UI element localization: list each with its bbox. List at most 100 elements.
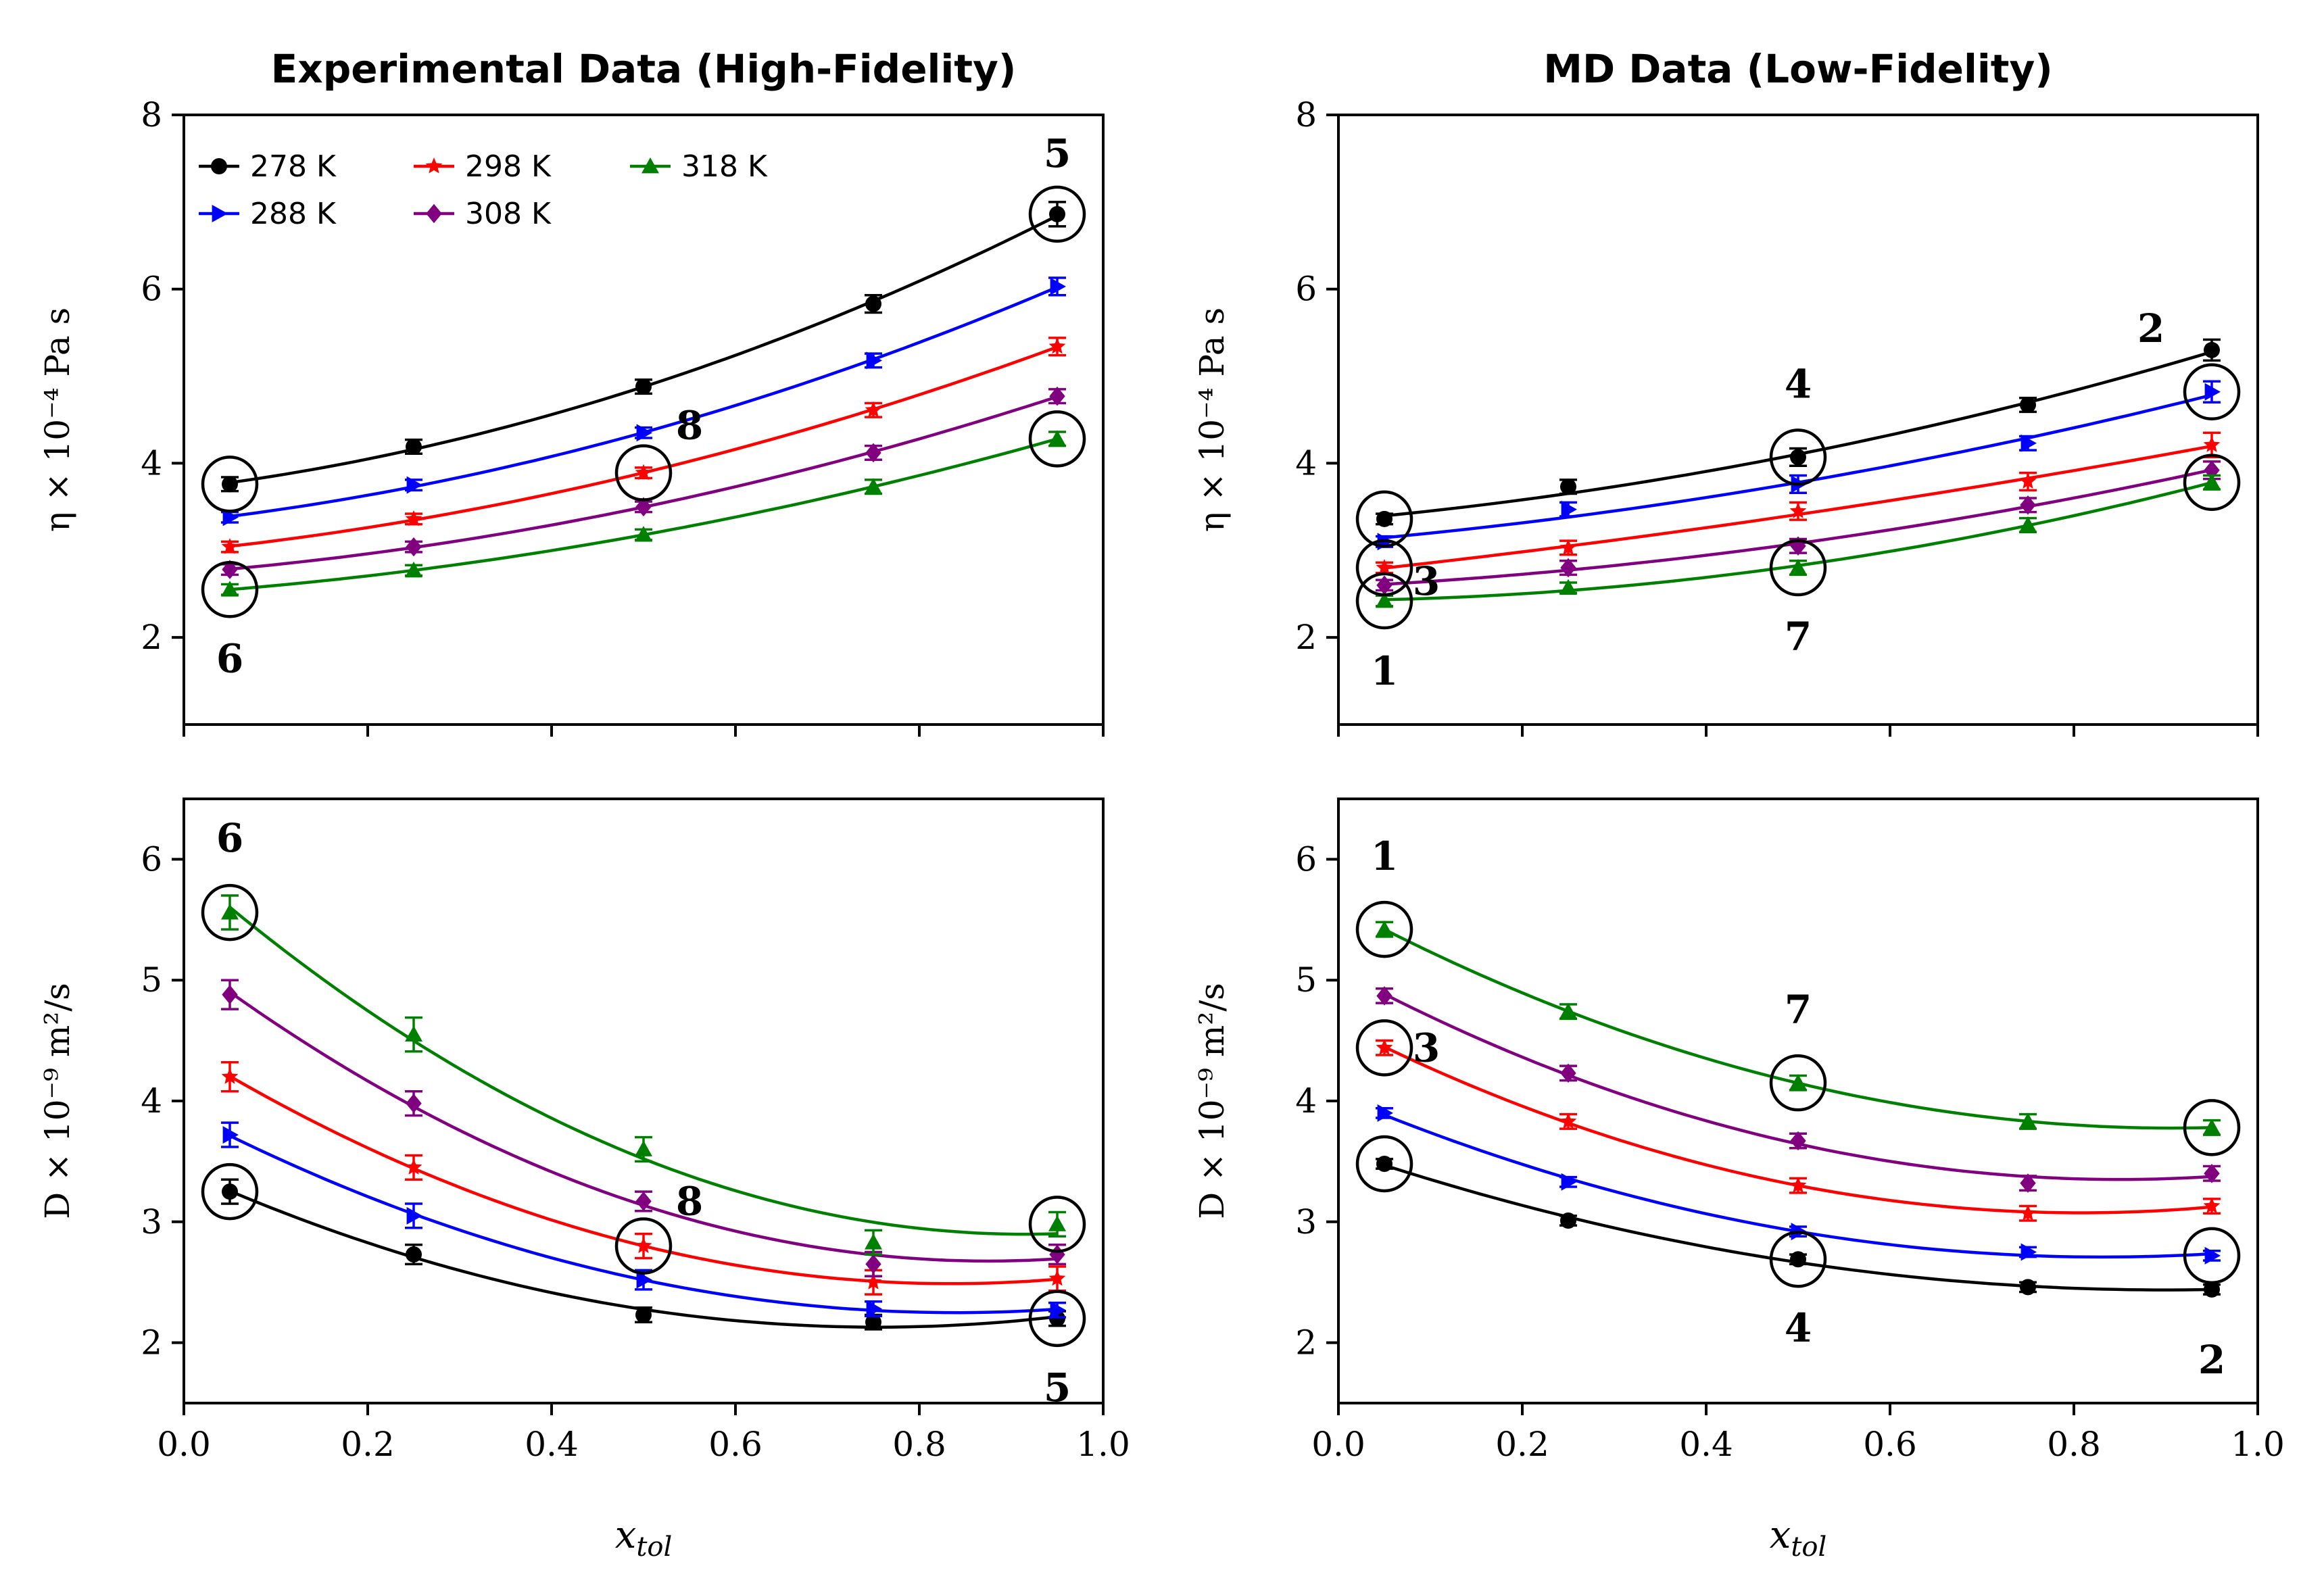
series-308-k [221,979,1066,1278]
data-point [1560,1212,1576,1229]
data-point [221,904,239,920]
data-point [1376,575,1393,595]
data-point [1560,1063,1576,1083]
y-tick-label: 5 [141,960,162,1000]
data-point [222,508,239,526]
series-318-k [221,430,1066,597]
data-point [1049,1244,1065,1265]
y-axis-label: D × 10⁻⁹ m²/s [1192,983,1232,1219]
data-point [1048,337,1066,354]
data-point [222,985,238,1004]
x-axis-label: xtol [615,1513,673,1563]
x-tick-label: 1.0 [1076,1425,1130,1464]
data-point [1048,1215,1066,1231]
highlight-circle [2183,454,2241,512]
y-tick-label: 5 [1295,960,1317,1000]
fit-line [228,991,1058,1263]
data-point [1376,921,1393,937]
data-point [1376,1039,1393,1055]
highlight-circle [201,561,259,618]
data-point [1559,539,1577,555]
fit-line [228,906,1058,1236]
data-point [1376,510,1393,527]
data-point [1376,559,1393,575]
data-point [1048,430,1066,446]
annotation-label: 2 [2137,305,2164,351]
legend-item-308-k: 308 K [414,197,552,231]
y-tick-label: 4 [1295,443,1317,483]
y-tick-label: 6 [141,839,162,879]
data-point [635,1237,652,1254]
x-tick-label: 0.4 [525,1425,579,1464]
data-point [866,351,882,370]
data-point [2203,473,2221,490]
data-point [1050,1301,1066,1319]
data-point [1560,479,1576,495]
highlight-circle [1355,900,1413,958]
highlight-circle [2183,1227,2241,1285]
y-axis-label: η × 10⁻⁴ Pa s [1192,308,1232,532]
highlight-circle [614,444,673,501]
data-point [2019,516,2037,533]
data-point [635,1192,652,1211]
data-point [1050,277,1066,295]
series-298-k [1376,1039,2221,1222]
data-point [635,378,652,395]
data-point [865,1233,882,1250]
fit-line [229,214,1059,485]
data-point [635,526,652,542]
highlight-circle [1028,410,1086,468]
legend: 278 K 288 K 298 K 308 K 318 K [199,149,768,231]
panel-top-right: MD Data (Low-Fidelity) 2 4 6 8 η × 10⁻⁴ Pa s 2… [1192,46,2259,737]
data-point [2204,1281,2220,1298]
data-point [2019,1204,2037,1221]
data-point [406,1094,422,1113]
highlight-circle [1769,1230,1827,1288]
y-tick-label: 3 [1295,1202,1317,1242]
series-318-k [221,894,1066,1256]
highlight-circle [1769,428,1827,486]
fit-line [229,285,1058,518]
data-point [222,1126,239,1144]
highlight-circle [1769,1054,1827,1112]
data-point [2204,460,2220,481]
highlight-circle [1355,490,1413,548]
y-tick-label: 6 [1295,270,1317,309]
annotation-label: 3 [1413,558,1440,604]
series-278-k [221,1178,1066,1331]
legend-item-318-k: 318 K [630,149,768,184]
data-point [1790,449,1806,466]
data-point [1789,1074,1807,1090]
fit-line [229,395,1058,571]
annotation-label: 7 [1785,614,1812,660]
highlight-circle [1028,1196,1086,1253]
x-tick-label: 0.4 [1679,1425,1733,1464]
annotation-label: 6 [216,635,243,681]
panel-title: MD Data (Low-Fidelity) [1543,46,2053,92]
data-point [1790,536,1806,556]
x-tick-label: 0.8 [2047,1425,2101,1464]
panel-bottom-right: 2 3 4 5 6 0.0 0.2 0.4 0.6 0.8 1.0 D × 10⁻⁹ m²/s xtol… [1192,798,2285,1563]
data-point [2019,472,2037,489]
legend-marker [641,157,659,174]
data-point [221,1068,239,1084]
x-tick-label: 0.0 [1311,1425,1365,1464]
y-tick-label: 4 [141,443,162,483]
y-tick-label: 2 [1295,1323,1317,1363]
data-point [865,1254,881,1274]
data-point [2204,1163,2220,1183]
data-point [221,538,239,554]
data-point [2020,397,2036,414]
data-point [406,1246,422,1263]
annotation-label: 7 [1785,987,1812,1033]
series-288-k [221,1121,1066,1319]
x-tick-label: 0.6 [1863,1425,1917,1464]
highlight-circle [1355,539,1413,597]
data-point [405,510,422,526]
series-308-k [221,386,1066,579]
x-axis-label: xtol [1770,1513,1827,1563]
data-point [406,1206,422,1225]
highlight-circle [1355,1019,1413,1077]
data-point [865,401,882,418]
annotation-label: 4 [1785,1305,1812,1351]
